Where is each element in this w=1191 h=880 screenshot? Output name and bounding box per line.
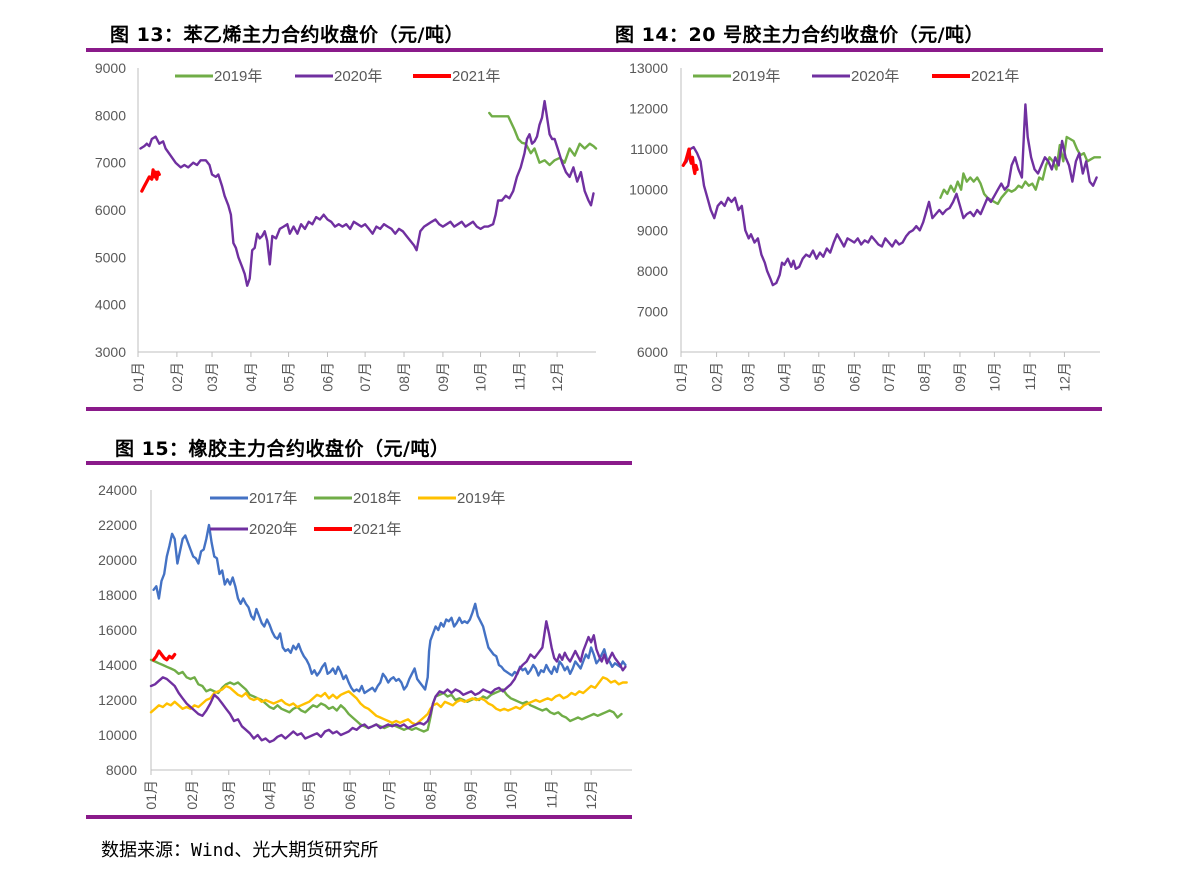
- legend-label: 2021年: [353, 521, 401, 538]
- legend-label: 2019年: [732, 68, 780, 85]
- x-tick-label: 09月: [435, 362, 451, 392]
- y-tick-label: 10000: [98, 727, 137, 743]
- x-tick-label: 01月: [143, 780, 159, 810]
- legend-label: 2020年: [334, 68, 382, 85]
- x-tick-label: 11月: [511, 362, 527, 391]
- y-tick-label: 11000: [630, 141, 668, 157]
- x-tick-label: 01月: [130, 362, 146, 392]
- chart-title-rubber: 图 15：橡胶主力合约收盘价（元/吨）: [115, 438, 450, 460]
- x-tick-label: 12月: [583, 780, 599, 810]
- x-tick-label: 11月: [1022, 362, 1038, 391]
- y-tick-label: 8000: [95, 107, 126, 123]
- y-tick-label: 20000: [98, 552, 137, 568]
- series-line-2019: [939, 135, 1102, 206]
- legend-label: 2021年: [971, 68, 1019, 85]
- legend-label: 2017年: [249, 490, 297, 507]
- series-line-2018: [149, 658, 623, 733]
- x-tick-label: 05月: [281, 362, 297, 392]
- y-tick-label: 16000: [98, 622, 137, 638]
- x-tick-label: 10月: [473, 362, 489, 392]
- y-tick-label: 13000: [629, 60, 668, 76]
- x-tick-label: 06月: [846, 362, 862, 392]
- x-tick-label: 03月: [204, 362, 220, 392]
- legend-label: 2020年: [249, 521, 297, 538]
- x-tick-label: 12月: [549, 362, 565, 392]
- x-tick-label: 08月: [916, 362, 932, 392]
- series-line-2019: [488, 111, 598, 167]
- x-tick-label: 12月: [1056, 362, 1072, 392]
- x-tick-label: 04月: [776, 362, 792, 392]
- y-tick-label: 3000: [95, 344, 126, 360]
- title-rule: [86, 48, 601, 52]
- series-line-2017: [152, 523, 627, 695]
- y-tick-label: 9000: [95, 60, 126, 76]
- y-tick-label: 12000: [629, 101, 668, 117]
- x-tick-label: 04月: [262, 780, 278, 810]
- x-tick-label: 02月: [169, 362, 185, 392]
- legend-label: 2018年: [353, 490, 401, 507]
- x-tick-label: 08月: [396, 362, 412, 392]
- y-tick-label: 5000: [95, 249, 126, 265]
- y-tick-label: 6000: [637, 344, 668, 360]
- section-rule: [86, 815, 632, 819]
- x-tick-label: 07月: [881, 362, 897, 392]
- title-rule: [597, 48, 1103, 52]
- chart-title-styrene: 图 13：苯乙烯主力合约收盘价（元/吨）: [110, 24, 464, 46]
- series-line-2021: [152, 649, 177, 662]
- x-tick-label: 04月: [243, 362, 259, 392]
- x-tick-label: 06月: [342, 780, 358, 810]
- legend-label: 2019年: [457, 490, 505, 507]
- y-tick-label: 8000: [637, 263, 668, 279]
- y-tick-label: 22000: [98, 517, 137, 533]
- x-tick-label: 07月: [357, 362, 373, 392]
- title-rule: [86, 461, 632, 465]
- legend-label: 2021年: [452, 68, 500, 85]
- y-tick-label: 12000: [98, 692, 137, 708]
- data-source-note: 数据来源：Wind、光大期货研究所: [101, 840, 379, 861]
- series-line-2021: [681, 147, 699, 176]
- y-tick-label: 10000: [629, 182, 668, 198]
- series-line-2020: [682, 103, 1098, 287]
- y-tick-label: 6000: [95, 202, 126, 218]
- series-line-2020: [149, 620, 627, 744]
- y-tick-label: 18000: [98, 587, 137, 603]
- x-tick-label: 06月: [319, 362, 335, 392]
- legend-label: 2019年: [214, 68, 262, 85]
- x-tick-label: 05月: [811, 362, 827, 392]
- series-line-2020: [139, 99, 595, 287]
- y-tick-label: 4000: [95, 297, 126, 313]
- x-tick-label: 09月: [463, 780, 479, 810]
- y-tick-label: 9000: [637, 222, 668, 238]
- x-tick-label: 02月: [184, 780, 200, 810]
- y-tick-label: 7000: [95, 155, 126, 171]
- y-tick-label: 14000: [98, 657, 137, 673]
- x-tick-label: 05月: [301, 780, 317, 810]
- x-tick-label: 10月: [986, 362, 1002, 392]
- x-tick-label: 11月: [544, 780, 560, 809]
- x-tick-label: 08月: [422, 780, 438, 810]
- x-tick-label: 10月: [503, 780, 519, 810]
- series-line-2019: [149, 676, 628, 726]
- series-line-2021: [140, 168, 161, 193]
- x-tick-label: 03月: [221, 780, 237, 810]
- y-tick-label: 7000: [637, 303, 668, 319]
- x-tick-label: 02月: [709, 362, 725, 392]
- y-tick-label: 24000: [98, 482, 137, 498]
- x-tick-label: 03月: [741, 362, 757, 392]
- chart-title-nr20: 图 14：20 号胶主力合约收盘价（元/吨）: [615, 24, 985, 46]
- y-tick-label: 8000: [106, 762, 137, 778]
- legend-label: 2020年: [851, 68, 899, 85]
- x-tick-label: 09月: [952, 362, 968, 392]
- x-tick-label: 07月: [382, 780, 398, 810]
- x-tick-label: 01月: [673, 362, 689, 392]
- section-rule: [86, 407, 1102, 411]
